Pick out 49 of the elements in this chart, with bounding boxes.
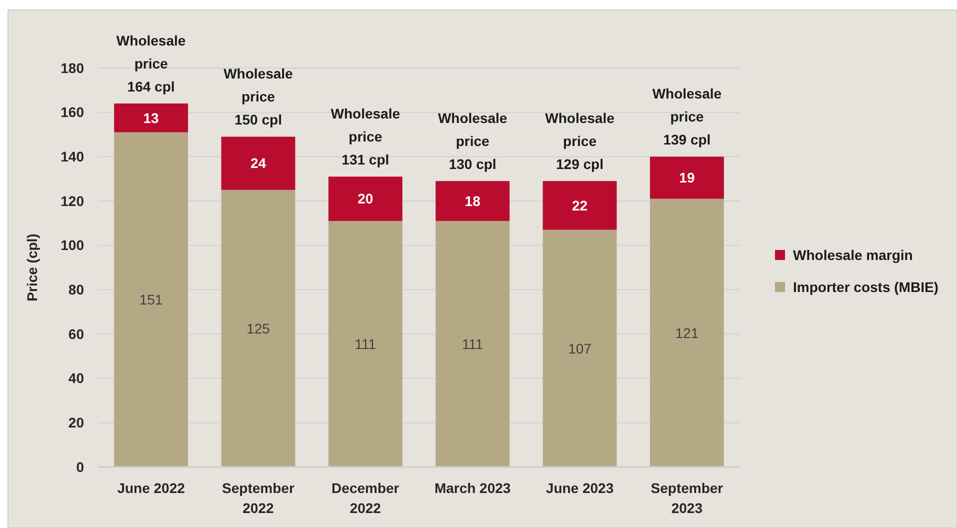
x-tick-label: September 2022 [222,480,295,516]
data-label: 111 [354,336,376,352]
data-label: 20 [358,190,374,207]
y-tick-label: 120 [60,192,84,209]
y-tick-label: 160 [60,104,84,120]
data-label: 22 [572,197,588,214]
y-axis-title: Price (cpl) [24,234,40,302]
y-tick-label: 180 [60,60,84,76]
bar [114,103,188,132]
y-tick-label: 140 [60,148,84,165]
data-label: 19 [679,170,695,186]
x-tick-label: September 2023 [650,480,724,516]
data-label: 107 [568,340,592,356]
total-label: Wholesale price 139 cpl [652,86,722,148]
x-tick-label: March 2023 [434,480,511,496]
bar [650,156,724,199]
bar [650,198,724,467]
bar [328,176,402,221]
y-tick-label: 100 [60,237,84,254]
data-label: 111 [462,336,484,352]
bar [221,136,296,190]
data-label: 24 [250,155,266,172]
bar [542,181,617,230]
y-tick-label: 0 [76,458,84,475]
y-tick-label: 40 [68,370,84,386]
bar [542,230,617,467]
data-label: 121 [675,324,699,341]
total-label: Wholesale price 130 cpl [438,110,508,172]
legend-label: Wholesale margin [793,246,913,263]
total-label: Wholesale price 131 cpl [330,106,400,168]
data-label: 13 [143,110,160,126]
legend-label: Importer costs (MBIE) [793,278,938,295]
data-label: 151 [139,292,163,308]
data-label: 125 [246,320,270,336]
bar [114,132,188,467]
x-tick-label: June 2023 [546,480,614,496]
x-tick-label: June 2022 [117,480,186,496]
bar [436,220,510,467]
bar [328,220,402,467]
y-tick-label: 20 [68,414,84,431]
x-tick-label: December 2022 [332,480,400,516]
y-tick-label: 60 [68,326,84,342]
data-label: 18 [464,192,481,209]
total-label: Wholesale price 129 cpl [545,110,615,172]
y-tick-label: 80 [68,282,84,298]
total-label: Wholesale price 150 cpl [224,66,294,128]
bar [436,181,510,221]
total-label: Wholesale price 164 cpl [116,32,186,94]
bar [221,190,296,467]
